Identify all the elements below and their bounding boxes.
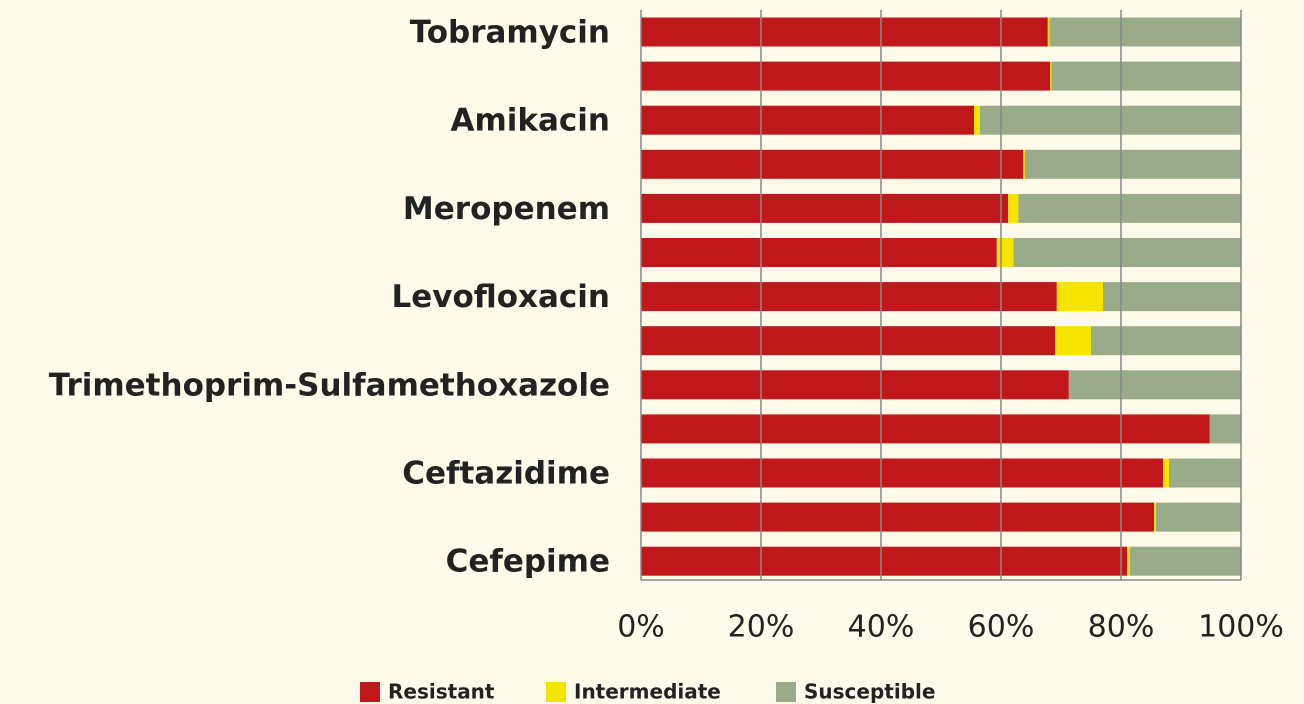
category-label: Tobramycin xyxy=(410,15,610,51)
bar-segment xyxy=(641,502,1154,532)
bar-segment xyxy=(1154,502,1156,532)
bar-segment xyxy=(1049,17,1241,47)
legend-label: Intermediate xyxy=(574,680,721,704)
x-tick-label: 100% xyxy=(1198,610,1284,645)
category-label: Amikacin xyxy=(450,103,610,139)
bar-segment xyxy=(1056,282,1103,312)
x-tick-label: 60% xyxy=(968,610,1035,645)
legend-swatch xyxy=(546,682,566,702)
bar-segment xyxy=(641,370,1069,400)
bar-segment xyxy=(641,238,997,267)
bar-segment xyxy=(641,149,1024,179)
bar-segment xyxy=(1209,414,1241,444)
bar-segment xyxy=(1025,149,1241,179)
bar-segment xyxy=(1047,17,1050,47)
bar-segment xyxy=(980,105,1241,135)
bar-segment xyxy=(974,105,980,135)
bar-segment xyxy=(641,326,1055,356)
bar-segment xyxy=(641,414,1210,444)
x-tick-label: 0% xyxy=(617,610,665,645)
bar-segment xyxy=(1169,458,1241,488)
bar-segment xyxy=(996,238,1014,267)
bar-segment xyxy=(641,546,1127,576)
category-label: Meropenem xyxy=(403,191,610,227)
bar-segment xyxy=(641,61,1051,91)
legend-swatch xyxy=(776,682,796,702)
bar-segment xyxy=(1130,546,1241,576)
bar-segment xyxy=(641,105,974,135)
bar-segment xyxy=(1127,546,1130,576)
legend-label: Susceptible xyxy=(804,680,935,704)
x-tick-label: 40% xyxy=(848,610,915,645)
bar-segment xyxy=(1051,61,1241,91)
x-tick-label: 80% xyxy=(1088,610,1155,645)
bar-segment xyxy=(641,282,1057,312)
bar-segment xyxy=(641,458,1163,488)
bar-segment xyxy=(1163,458,1169,488)
legend-swatch xyxy=(360,682,380,702)
bar-segment xyxy=(1008,193,1019,223)
bar-segment xyxy=(1013,238,1241,267)
bar-segment xyxy=(1018,193,1241,223)
bar-segment xyxy=(1103,282,1241,312)
bar-segment xyxy=(1023,149,1025,179)
bar-segment xyxy=(641,17,1048,47)
bar-segment xyxy=(1068,370,1241,400)
x-tick-label: 20% xyxy=(728,610,795,645)
category-label: Cefepime xyxy=(446,544,610,580)
legend-label: Resistant xyxy=(388,680,495,704)
category-label: Levofloxacin xyxy=(391,279,610,315)
bar-segment xyxy=(1050,61,1052,91)
bar-segment xyxy=(1091,326,1241,356)
bar-segment xyxy=(1155,502,1241,532)
bar-segment xyxy=(1055,326,1091,356)
bar-segment xyxy=(641,193,1009,223)
category-label: Trimethoprim-Sulfamethoxazole xyxy=(49,367,610,403)
category-label: Ceftazidime xyxy=(402,456,610,492)
